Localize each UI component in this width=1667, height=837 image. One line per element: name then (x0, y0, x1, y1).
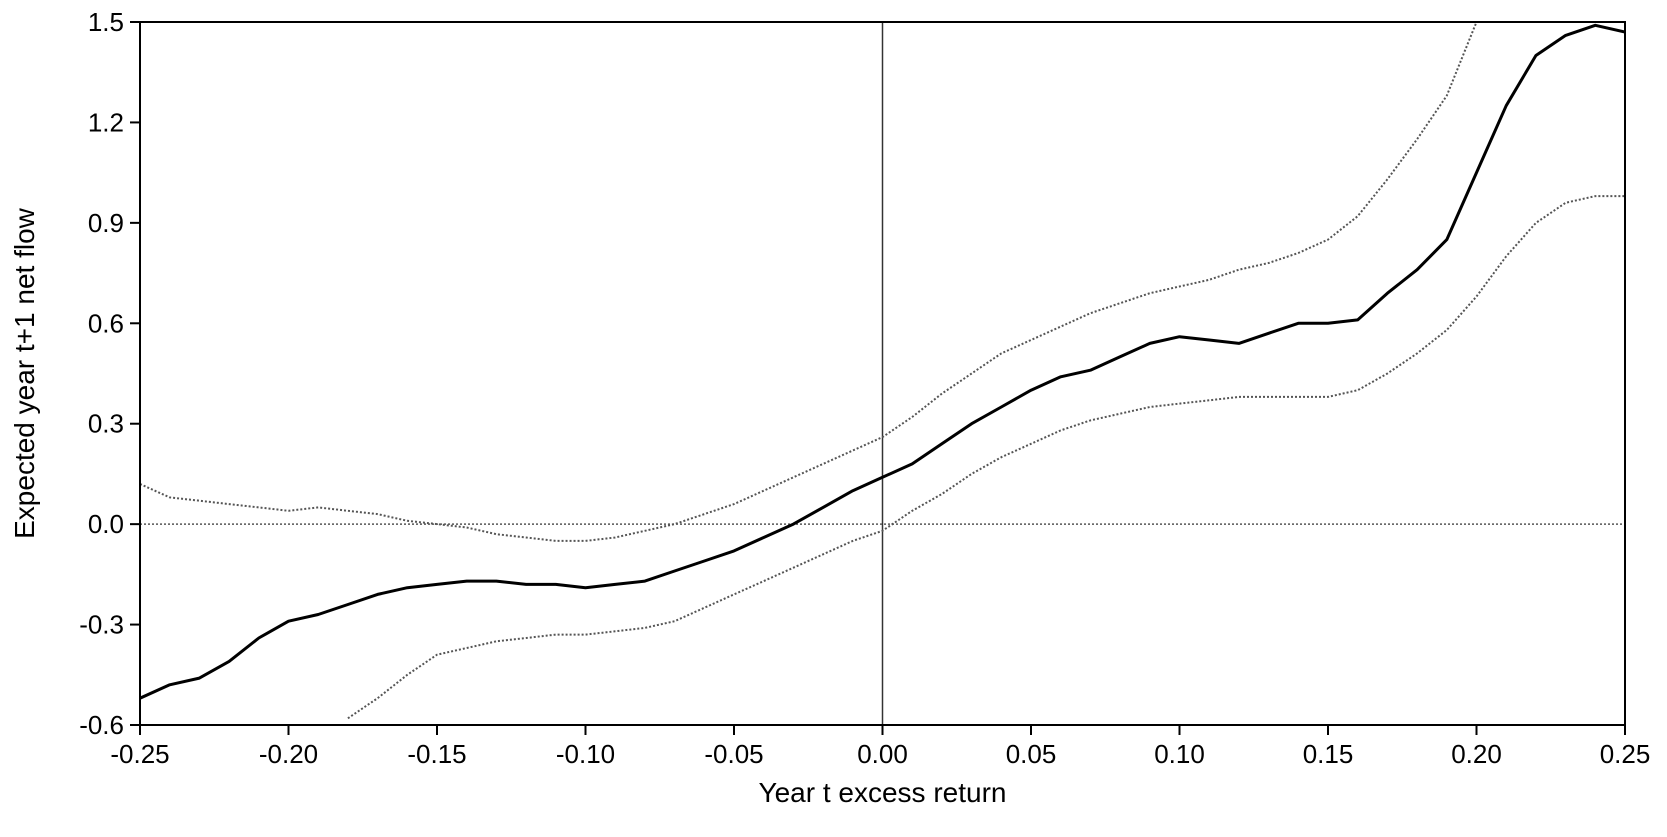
x-axis-ticks: -0.25 -0.20 -0.15 -0.10 -0.05 0.00 0.05 0.10 0.1… (110, 725, 1650, 769)
x-tick-label: 0.20 (1451, 739, 1502, 769)
plot-frame (139, 21, 1626, 726)
x-tick-label: 0.05 (1006, 739, 1057, 769)
x-tick-label: 0.15 (1303, 739, 1354, 769)
x-tick-label: -0.20 (259, 739, 318, 769)
x-tick-label: 0.00 (857, 739, 908, 769)
plot-content (140, 22, 1625, 725)
x-tick-label: -0.25 (110, 739, 169, 769)
upper-band-line (140, 22, 1478, 542)
lower-band-line (347, 195, 1625, 720)
y-axis-title: Expected year t+1 net flow (9, 207, 40, 539)
y-tick-label: 0.0 (88, 509, 124, 539)
x-tick-label: 0.25 (1600, 739, 1651, 769)
y-tick-label: -0.3 (79, 610, 124, 640)
y-tick-label: 1.5 (88, 7, 124, 37)
y-tick-label: 0.9 (88, 208, 124, 238)
y-tick-label: 0.3 (88, 409, 124, 439)
x-tick-label: -0.10 (556, 739, 615, 769)
x-axis-title: Year t excess return (759, 777, 1007, 808)
x-tick-label: 0.10 (1154, 739, 1205, 769)
y-tick-label: -0.6 (79, 710, 124, 740)
y-axis-ticks: 1.5 1.2 0.9 0.6 0.3 0.0 -0.3 -0.6 (79, 7, 140, 740)
x-tick-label: -0.15 (407, 739, 466, 769)
y-tick-label: 0.6 (88, 308, 124, 338)
estimate-line (140, 23, 1625, 700)
x-tick-label: -0.05 (704, 739, 763, 769)
y-tick-label: 1.2 (88, 107, 124, 137)
